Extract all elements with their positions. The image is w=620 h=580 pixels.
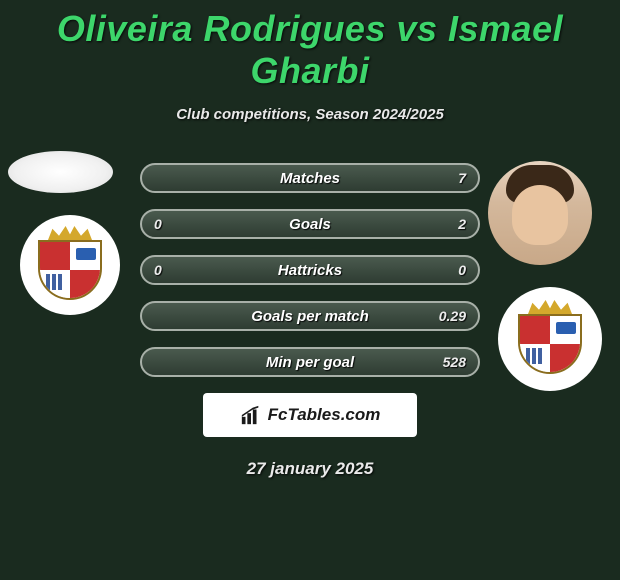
page-title: Oliveira Rodrigues vs Ismael Gharbi xyxy=(0,0,620,92)
stat-label: Goals per match xyxy=(251,308,369,325)
player-right-club-badge xyxy=(498,287,602,391)
stat-row-matches: Matches 7 xyxy=(140,163,480,193)
stat-right-value: 0 xyxy=(458,262,466,278)
braga-crest-icon xyxy=(518,300,582,378)
stat-label: Matches xyxy=(280,170,340,187)
stat-left-value: 0 xyxy=(154,262,162,278)
comparison-panel: Matches 7 0 Goals 2 0 Hattricks 0 Goals … xyxy=(0,151,620,479)
stat-left-value: 0 xyxy=(154,216,162,232)
player-left-avatar xyxy=(8,151,113,193)
stat-right-value: 2 xyxy=(458,216,466,232)
stat-row-min-per-goal: Min per goal 528 xyxy=(140,347,480,377)
site-logo: FcTables.com xyxy=(203,393,417,437)
site-logo-text: FcTables.com xyxy=(268,405,381,425)
stat-label: Hattricks xyxy=(278,262,342,279)
player-right-avatar xyxy=(488,161,592,265)
snapshot-date: 27 january 2025 xyxy=(0,459,620,479)
stat-row-hattricks: 0 Hattricks 0 xyxy=(140,255,480,285)
player-left-club-badge xyxy=(20,215,120,315)
subtitle: Club competitions, Season 2024/2025 xyxy=(0,106,620,123)
stat-row-goals-per-match: Goals per match 0.29 xyxy=(140,301,480,331)
stat-right-value: 7 xyxy=(458,170,466,186)
bar-chart-icon xyxy=(240,404,262,426)
stat-label: Min per goal xyxy=(266,354,354,371)
braga-crest-icon xyxy=(38,226,102,304)
stat-row-goals: 0 Goals 2 xyxy=(140,209,480,239)
stat-bars: Matches 7 0 Goals 2 0 Hattricks 0 Goals … xyxy=(140,151,480,377)
stat-label: Goals xyxy=(289,216,331,233)
stat-right-value: 528 xyxy=(443,354,466,370)
stat-right-value: 0.29 xyxy=(439,308,466,324)
